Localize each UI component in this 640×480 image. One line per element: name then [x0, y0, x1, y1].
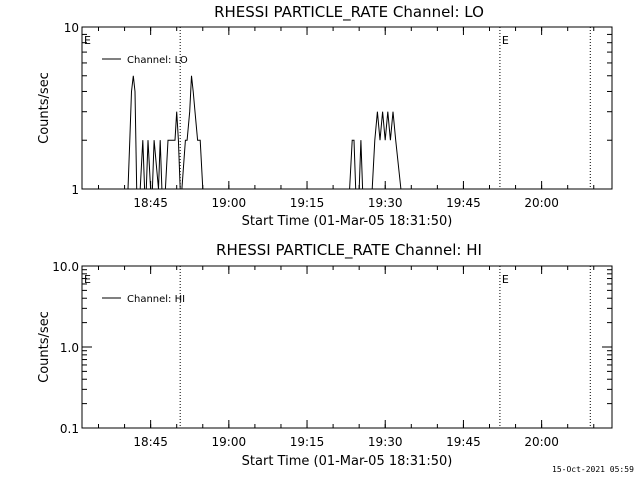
chart-panel-1: RHESSI PARTICLE_RATE Channel: LO 18:45 19:…	[37, 3, 613, 229]
x-axis-label: Start Time (01-Mar-05 18:31:50)	[242, 454, 453, 469]
legend-label: Channel: LO	[127, 55, 188, 66]
plot-frame	[81, 265, 613, 429]
x-tick-label: 19:15	[290, 435, 325, 449]
x-tick-label: 19:00	[212, 196, 247, 210]
x-tick-label: 19:45	[446, 196, 481, 210]
y-tick-label: 10.0	[52, 260, 79, 274]
x-tick-label: 19:45	[446, 435, 481, 449]
chart-panel-2: RHESSI PARTICLE_RATE Channel: HI 18:45 19:…	[37, 241, 613, 469]
x-tick-label: 20:00	[524, 435, 559, 449]
x-tick-label: 19:30	[368, 196, 403, 210]
x-tick-label: 18:45	[133, 435, 168, 449]
legend-label: Channel: HI	[127, 294, 185, 305]
series-line	[122, 75, 402, 190]
x-tick-label: 19:30	[368, 435, 403, 449]
timestamp: 15-Oct-2021 05:59	[552, 465, 634, 474]
y-tick-label: 1	[71, 183, 79, 197]
y-tick-label: 0.1	[60, 422, 79, 436]
y-axis-label: Counts/sec	[37, 72, 52, 144]
x-tick-label: 20:00	[524, 196, 559, 210]
event-marker-label: E	[502, 34, 509, 47]
event-marker-label: E	[84, 34, 91, 47]
chart-title: RHESSI PARTICLE_RATE Channel: HI	[216, 241, 482, 260]
x-tick-label: 18:45	[133, 196, 168, 210]
y-axis-label: Counts/sec	[37, 311, 52, 383]
chart-title: RHESSI PARTICLE_RATE Channel: LO	[214, 3, 484, 22]
y-tick-label: 10	[64, 21, 79, 35]
x-tick-label: 19:15	[290, 196, 325, 210]
x-tick-label: 19:00	[212, 435, 247, 449]
event-marker-label: E	[502, 273, 509, 286]
x-axis-label: Start Time (01-Mar-05 18:31:50)	[242, 214, 453, 229]
event-marker-label: E	[84, 273, 91, 286]
y-tick-label: 1.0	[60, 341, 79, 355]
